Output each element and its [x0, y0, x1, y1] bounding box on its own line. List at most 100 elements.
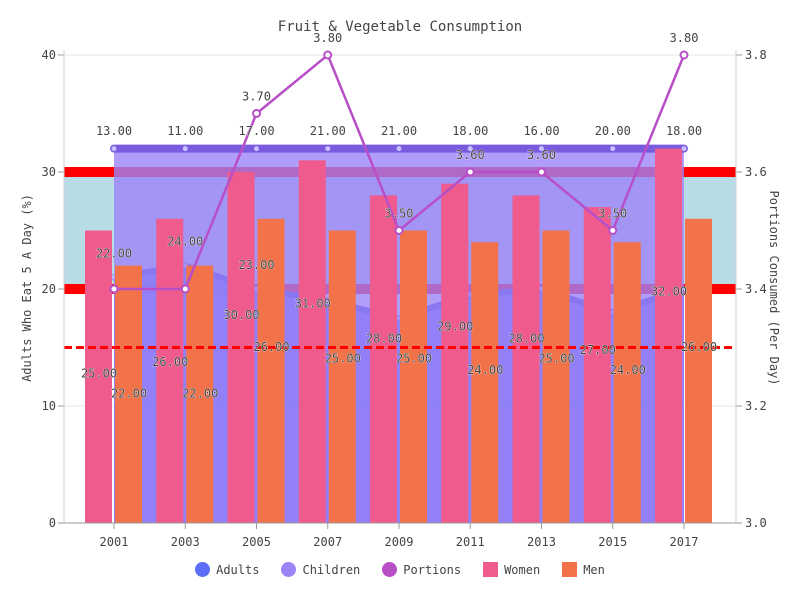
- men-label: 24.00: [467, 363, 503, 377]
- women-label: 31.00: [295, 296, 331, 310]
- portions-label: 3.60: [456, 148, 485, 162]
- adults-label: 23.00: [238, 258, 274, 272]
- children-point: [681, 146, 687, 152]
- x-tick-label: 2005: [242, 535, 271, 549]
- y-right-tick-label: 3.4: [745, 282, 767, 296]
- men-label: 25.00: [325, 352, 361, 366]
- y-right-tick-label: 3.6: [745, 165, 767, 179]
- women-label: 32.00: [651, 285, 687, 299]
- men-label: 26.00: [253, 340, 289, 354]
- x-tick-label: 2001: [100, 535, 129, 549]
- women-label: 28.00: [508, 331, 544, 345]
- women-bar: [583, 207, 611, 523]
- children-area: [114, 148, 684, 523]
- adults-label: 24.00: [167, 235, 203, 249]
- portions-label: 3.60: [527, 148, 556, 162]
- women-label: 30.00: [223, 308, 259, 322]
- x-tick-label: 2009: [385, 535, 414, 549]
- men-bar: [186, 265, 214, 523]
- portions-point: [537, 167, 546, 177]
- x-tick-label: 2007: [313, 535, 342, 549]
- adults-label: 22.00: [96, 246, 132, 260]
- women-bar: [370, 195, 397, 523]
- portions-label: 3.80: [670, 31, 699, 45]
- legend-label: Portions: [403, 562, 462, 577]
- men-label: 25.00: [396, 352, 432, 366]
- men-label: 25.00: [538, 352, 574, 366]
- y-axis-right-label: Portions Consumed (Per Day): [767, 190, 781, 385]
- children-point: [254, 146, 259, 152]
- y-left-tick-label: 10: [42, 399, 56, 413]
- children-point: [325, 146, 331, 152]
- legend-label: Children: [302, 562, 361, 577]
- legend-item-portions[interactable]: Portions: [382, 562, 461, 577]
- women-bar: [85, 230, 112, 523]
- portions-point: [252, 109, 261, 118]
- children-label: 20.00: [595, 124, 631, 138]
- men-bar: [542, 230, 570, 523]
- children-label: 18.00: [452, 124, 488, 138]
- legend-item-men[interactable]: Men: [562, 562, 605, 577]
- portions-point: [323, 50, 333, 60]
- portions-point: [394, 226, 404, 235]
- men-bar: [328, 230, 356, 523]
- legend-label: Women: [504, 562, 541, 577]
- x-tick-label: 2011: [456, 535, 485, 549]
- women-bar: [156, 218, 184, 524]
- men-bar: [400, 230, 427, 523]
- legend-label: Men: [583, 562, 605, 577]
- y-left-tick-label: 40: [42, 48, 56, 62]
- legend-swatch: [562, 562, 578, 577]
- y-left-tick-label: 30: [42, 165, 56, 179]
- women-label: 28.00: [366, 331, 402, 345]
- men-bar: [613, 242, 641, 523]
- portions-point: [679, 50, 689, 60]
- men-bar: [685, 218, 712, 524]
- men-bar: [115, 265, 142, 523]
- y-left-tick-label: 20: [42, 282, 56, 296]
- men-label: 24.00: [610, 363, 646, 377]
- men-bar: [471, 242, 499, 523]
- children-label: 18.00: [666, 124, 702, 138]
- children-point: [467, 146, 473, 152]
- men-bar: [257, 218, 285, 524]
- children-label: 21.00: [310, 124, 346, 138]
- y-right-tick-label: 3.0: [745, 516, 767, 530]
- legend-swatch: [281, 562, 297, 577]
- y-right-tick-label: 3.8: [745, 48, 767, 62]
- children-label: 17.00: [238, 124, 274, 138]
- men-label: 22.00: [182, 387, 218, 401]
- x-tick-label: 2013: [527, 535, 556, 549]
- portions-label: 3.50: [385, 207, 414, 221]
- x-tick-label: 2015: [598, 535, 627, 549]
- women-label: 29.00: [437, 320, 473, 334]
- children-point: [396, 146, 402, 152]
- children-point: [111, 146, 117, 152]
- data-labels: 13.00 11.00 17.00 21.00 21.00 18.00 16.00 20.00…: [81, 31, 718, 401]
- legend-item-adults[interactable]: Adults: [195, 562, 259, 577]
- children-label: 16.00: [523, 124, 559, 138]
- women-bar: [655, 148, 682, 523]
- legend-item-children[interactable]: Children: [281, 562, 360, 577]
- portions-label: 3.80: [313, 31, 342, 45]
- portions-label: 3.70: [242, 90, 271, 104]
- women-bar: [298, 160, 326, 524]
- women-label: 25.00: [81, 367, 117, 381]
- axes: 0 10 20 30 40 3.0 3.2 3.4 3.6 3.8 2001 2003 2005 2007…: [42, 48, 767, 549]
- line-series: [64, 50, 736, 349]
- portions-point: [465, 167, 475, 177]
- legend-item-women[interactable]: Women: [483, 562, 540, 577]
- women-bar: [512, 195, 540, 523]
- legend-swatch: [195, 562, 211, 577]
- chart-title: Fruit & Vegetable Consumption: [278, 19, 522, 35]
- women-label: 27.00: [580, 343, 616, 357]
- men-label: 22.00: [111, 387, 147, 401]
- children-point: [610, 146, 616, 152]
- men-label: 26.00: [681, 340, 717, 354]
- y-left-tick-label: 0: [49, 516, 56, 530]
- portions-label: 3.50: [598, 207, 627, 221]
- children-label: 11.00: [167, 124, 203, 138]
- x-tick-label: 2017: [670, 535, 699, 549]
- children-label: 13.00: [96, 124, 132, 138]
